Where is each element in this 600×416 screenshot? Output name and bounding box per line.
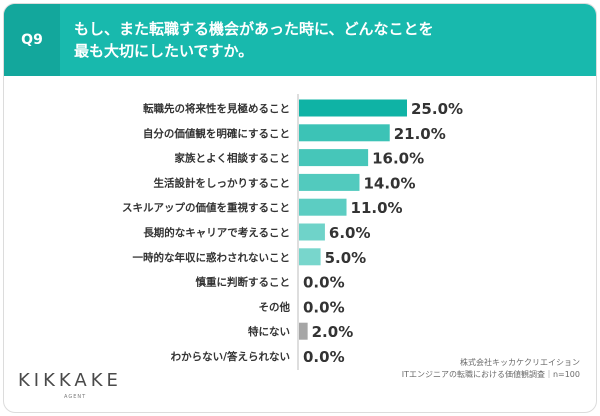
bar bbox=[299, 198, 347, 216]
source-survey: ITエンジニアの転職における価値観調査｜n=100 bbox=[401, 370, 580, 379]
logo-subtext: AGENT bbox=[64, 394, 87, 400]
category-label: 慎重に判断すること bbox=[196, 276, 291, 289]
question-line-1: もし、また転職する機会があった時に、どんなことを bbox=[74, 20, 434, 38]
value-label: 11.0% bbox=[351, 199, 403, 217]
logo-wordmark: KIKKAKE bbox=[18, 370, 122, 391]
question-line-2: 最も大切にしたいですか。 bbox=[74, 42, 254, 60]
bar bbox=[299, 223, 325, 241]
value-label: 16.0% bbox=[372, 150, 424, 168]
value-label: 25.0% bbox=[411, 100, 463, 118]
category-label: スキルアップの価値を重視すること bbox=[122, 201, 290, 214]
value-label: 0.0% bbox=[303, 348, 345, 366]
survey-card: Q9 もし、また転職する機会があった時に、どんなことを 最も大切にしたいですか。 bbox=[3, 3, 597, 413]
category-label: その他 bbox=[259, 300, 291, 313]
bar bbox=[299, 322, 308, 340]
value-label: 0.0% bbox=[303, 298, 345, 316]
category-label: わからない/答えられない bbox=[171, 350, 290, 363]
source-company: 株式会社キッカケクリエイション bbox=[460, 358, 580, 367]
bar bbox=[299, 99, 407, 117]
category-label: 転職先の将来性を見極めること bbox=[143, 102, 290, 115]
category-label: 生活設計をしっかりすること bbox=[154, 176, 291, 189]
question-header: Q9 もし、また転職する機会があった時に、どんなことを 最も大切にしたいですか。 bbox=[4, 4, 596, 76]
value-label: 21.0% bbox=[394, 125, 446, 143]
value-label: 6.0% bbox=[329, 224, 371, 242]
bar bbox=[299, 248, 321, 266]
bar bbox=[299, 149, 369, 167]
category-label: 一時的な年収に惑わされないこと bbox=[133, 251, 291, 264]
category-label: 自分の価値観を明確にすること bbox=[143, 127, 290, 140]
category-label: 家族とよく相談すること bbox=[175, 152, 291, 165]
value-label: 2.0% bbox=[312, 323, 354, 341]
value-label: 14.0% bbox=[363, 174, 415, 192]
question-text: もし、また転職する機会があった時に、どんなことを 最も大切にしたいですか。 bbox=[74, 18, 574, 62]
bar bbox=[299, 124, 390, 142]
kikkake-logo: KIKKAKE AGENT bbox=[18, 370, 128, 404]
category-label: 特にない bbox=[248, 325, 290, 338]
question-number: Q9 bbox=[4, 4, 60, 76]
source-note: 株式会社キッカケクリエイション ITエンジニアの転職における価値観調査｜n=10… bbox=[402, 357, 580, 381]
value-label: 0.0% bbox=[303, 274, 345, 292]
bar bbox=[299, 173, 360, 191]
category-label: 長期的なキャリアで考えること bbox=[143, 226, 290, 239]
value-label: 5.0% bbox=[325, 249, 367, 267]
